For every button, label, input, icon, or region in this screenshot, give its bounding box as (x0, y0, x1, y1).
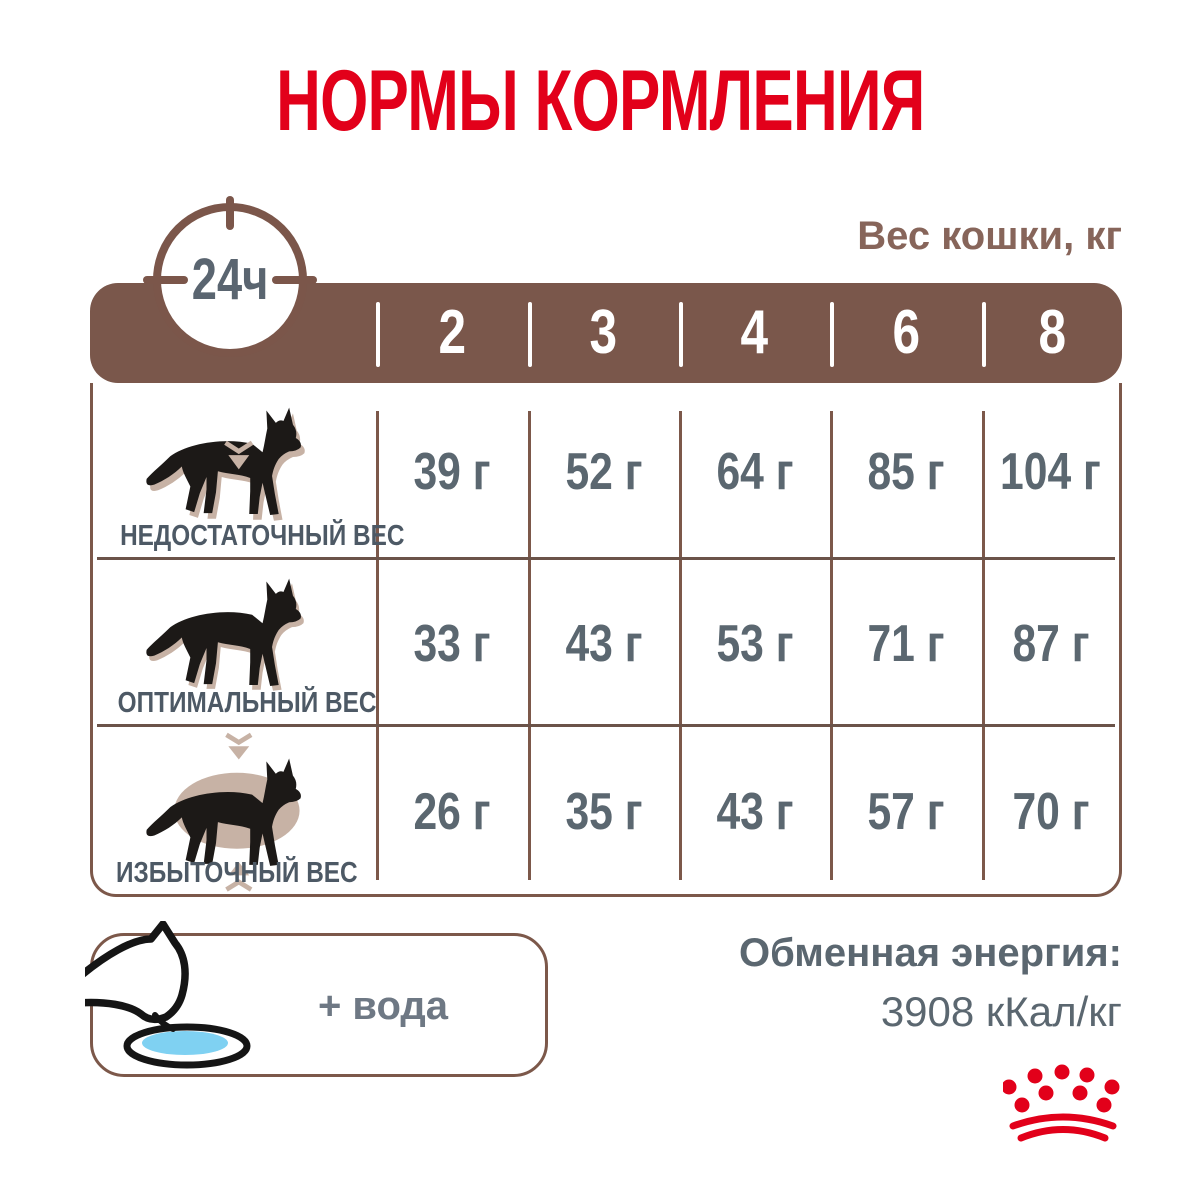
cell-underweight-8kg: 104 г (1000, 442, 1101, 501)
cell-optimal-6kg: 71 г (867, 614, 945, 673)
overweight-cat-icon (145, 732, 301, 892)
down-chevron-icon (224, 732, 252, 746)
water-icon (142, 1031, 228, 1055)
column-header-2: 2 (438, 298, 466, 367)
cell-overweight-6kg: 57 г (867, 783, 945, 841)
cell-underweight-3kg: 52 г (564, 442, 643, 501)
page-title: НОРМЫ КОРМЛЕНИЯ (275, 53, 925, 149)
metabolic-energy: Обменная энергия: 3908 кКал/кг (739, 931, 1122, 1035)
cell-overweight-3kg: 35 г (564, 783, 643, 841)
down-arrow-icon (227, 455, 249, 470)
table-vertical-divider (528, 411, 531, 880)
row-header-overweight: ИЗБЫТОЧНЫЙ ВЕС (93, 727, 376, 897)
column-header-4: 4 (740, 298, 769, 367)
up-chevron-icon (224, 879, 252, 892)
cell-optimal-4kg: 53 г (715, 614, 794, 673)
table-horizontal-divider (97, 724, 1115, 727)
table-vertical-divider (830, 411, 833, 880)
cell-overweight-8kg: 70 г (1011, 783, 1090, 841)
water-note: + вода (317, 984, 449, 1028)
cell-underweight-4kg: 64 г (715, 442, 794, 501)
column-separator (528, 302, 532, 367)
optimal-weight-cat-icon (145, 578, 304, 691)
down-chevron-icon (223, 440, 253, 455)
down-arrow-icon (227, 746, 249, 760)
table-row: НЕДОСТАТОЧНЫЙ ВЕС 39 г 52 г 64 г 85 г 10… (93, 383, 1119, 560)
column-header-6: 6 (892, 298, 920, 367)
cell-underweight-2kg: 39 г (413, 442, 491, 501)
underweight-cat-icon (145, 407, 305, 521)
royal-canin-crown-icon (1003, 1064, 1120, 1142)
row-label: ОПТИМАЛЬНЫЙ ВЕС (117, 687, 377, 719)
cat-drinking-icon (85, 921, 251, 1069)
cat-weight-header: Вес кошки, кг (857, 214, 1122, 258)
tongue-icon (152, 1012, 176, 1032)
table-row: ОПТИМАЛЬНЫЙ ВЕС 33 г 43 г 53 г 71 г 87 г (93, 560, 1119, 727)
row-label: ИЗБЫТОЧНЫЙ ВЕС (116, 857, 358, 889)
clock-24h-label: 24ч (191, 247, 269, 312)
row-label: НЕДОСТАТОЧНЫЙ ВЕС (120, 520, 405, 552)
cell-underweight-6kg: 85 г (867, 442, 945, 501)
column-separator (679, 302, 683, 367)
cell-overweight-2kg: 26 г (413, 783, 491, 841)
table-vertical-divider (679, 411, 682, 880)
row-header-optimal: ОПТИМАЛЬНЫЙ ВЕС (93, 560, 376, 727)
cell-optimal-8kg: 87 г (1011, 614, 1090, 673)
clock-24h-icon (143, 196, 317, 357)
column-separator (376, 302, 380, 367)
row-header-underweight: НЕДОСТАТОЧНЫЙ ВЕС (93, 383, 405, 560)
feeding-table: НЕДОСТАТОЧНЫЙ ВЕС 39 г 52 г 64 г 85 г 10… (90, 383, 1122, 897)
table-horizontal-divider (97, 557, 1115, 560)
column-header-3: 3 (589, 298, 618, 367)
table-vertical-divider (376, 411, 379, 880)
cell-overweight-4kg: 43 г (715, 783, 794, 841)
energy-value: 3908 кКал/кг (880, 988, 1122, 1035)
table-row: ИЗБЫТОЧНЫЙ ВЕС 26 г 35 г 43 г 57 г 70 г (93, 727, 1119, 897)
cell-optimal-3kg: 43 г (564, 614, 643, 673)
column-separator (830, 302, 834, 367)
cell-optimal-2kg: 33 г (413, 614, 491, 673)
table-vertical-divider (982, 411, 985, 880)
column-header-8: 8 (1038, 298, 1066, 367)
column-separator (982, 302, 986, 367)
up-arrow-icon (227, 862, 249, 876)
water-note-box: + вода (85, 921, 548, 1077)
energy-label: Обменная энергия: (739, 931, 1122, 975)
